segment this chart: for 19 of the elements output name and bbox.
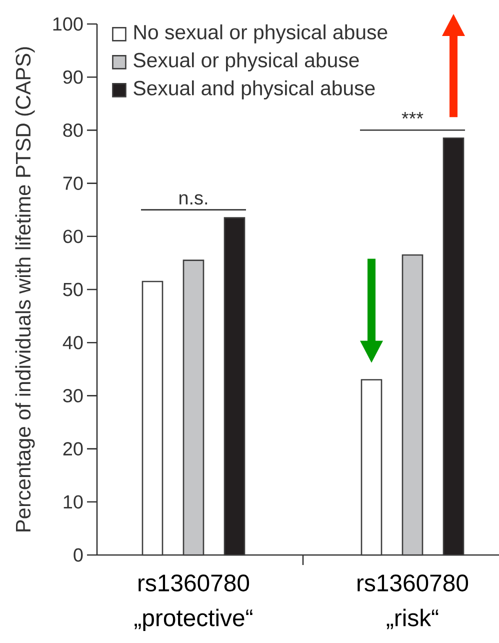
- y-tick-label: 80: [63, 123, 83, 137]
- x-tick-label: rs1360780 „risk“: [358, 574, 468, 630]
- y-tick-label: 90: [63, 70, 83, 84]
- y-tick-label: 20: [63, 442, 83, 456]
- y-tick-label: 60: [63, 230, 83, 244]
- y-tick-label: 100: [53, 17, 83, 31]
- x-tick-label: rs1360780 „protective“: [134, 574, 252, 632]
- y-tick-label: 70: [63, 176, 83, 190]
- y-tick-label: 0: [74, 548, 83, 562]
- y-tick-label: 50: [63, 282, 83, 296]
- annotation: n.s.: [179, 194, 208, 205]
- legend-label: Sexual or physical abuse: [134, 52, 359, 72]
- y-tick-label: 30: [63, 388, 83, 402]
- legend-label: No sexual or physical abuse: [134, 24, 388, 44]
- annotation: ***: [402, 112, 424, 119]
- y-axis-title: Percentage of individuals with lifetime PTSD (CAPS): [15, 47, 35, 532]
- legend-label: Sexual and physical abuse: [134, 80, 375, 100]
- y-tick-label: 40: [62, 336, 83, 350]
- y-tick-label: 10: [64, 495, 83, 509]
